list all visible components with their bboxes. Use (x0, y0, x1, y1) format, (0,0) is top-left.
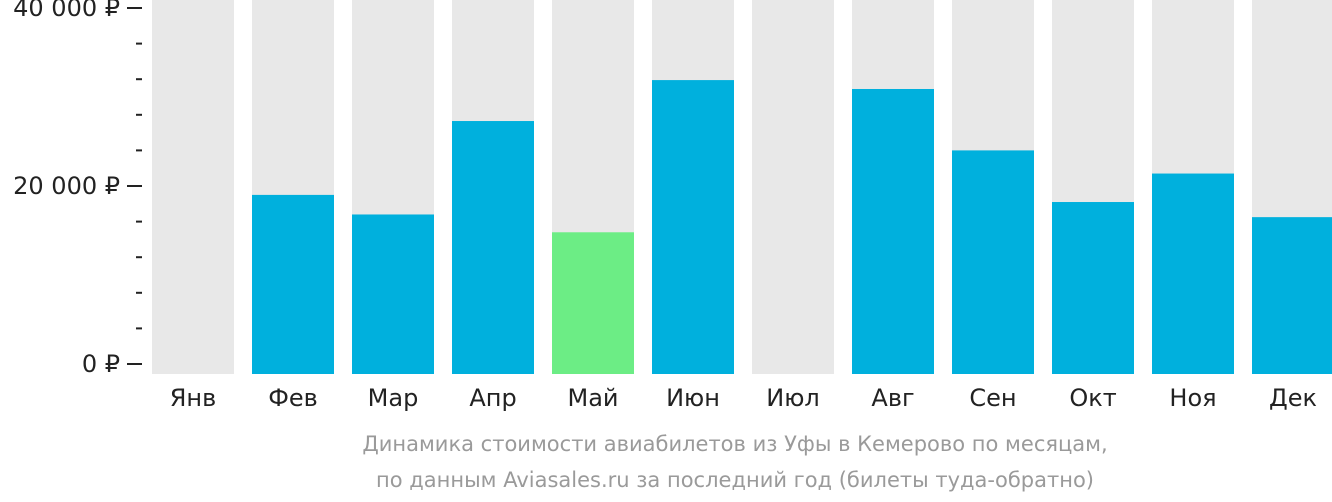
bar-12 (1252, 217, 1332, 374)
x-tick-label-2: Фев (268, 384, 318, 412)
background-bar-1 (152, 0, 234, 374)
x-tick-label-9: Сен (969, 384, 1016, 412)
bar-9 (952, 150, 1034, 374)
y-tick-label-1: 0 ₽ (82, 350, 120, 378)
chart-caption-line-1: Динамика стоимости авиабилетов из Уфы в … (362, 432, 1108, 456)
x-tick-label-6: Июн (666, 384, 720, 412)
x-tick-label-10: Окт (1069, 384, 1116, 412)
chart-caption-line-2: по данным Aviasales.ru за последний год … (376, 468, 1094, 492)
bar-chart: 0 ₽ 20 000 ₽ 40 000 ₽ Янв Фев Мар Апр Май Июн Ию… (13, 0, 1332, 412)
y-tick-label-3: 40 000 ₽ (13, 0, 120, 22)
x-tick-label-1: Янв (170, 384, 217, 412)
x-tick-label-7: Июл (766, 384, 820, 412)
bar-4 (452, 121, 534, 374)
bar-8 (852, 88, 934, 375)
y-tick-label-2: 20 000 ₽ (13, 172, 120, 200)
bar-11 (1152, 173, 1234, 374)
bar-10 (1052, 202, 1134, 374)
bar-6 (652, 80, 734, 374)
x-tick-label-5: Май (567, 384, 618, 412)
bar-highlight-5 (552, 232, 634, 374)
bar-3 (352, 214, 434, 374)
x-tick-label-3: Мар (368, 384, 419, 412)
bar-2 (252, 194, 334, 374)
data-bars (252, 80, 1332, 375)
y-axis: 0 ₽ 20 000 ₽ 40 000 ₽ (13, 0, 142, 378)
x-tick-label-4: Апр (469, 384, 516, 412)
x-tick-label-12: Дек (1269, 384, 1317, 412)
x-axis: Янв Фев Мар Апр Май Июн Июл Авг Сен Окт Ноя Дек (170, 384, 1317, 412)
x-tick-label-8: Авг (871, 384, 914, 412)
x-tick-label-11: Ноя (1169, 384, 1216, 412)
background-bar-7 (752, 0, 834, 374)
